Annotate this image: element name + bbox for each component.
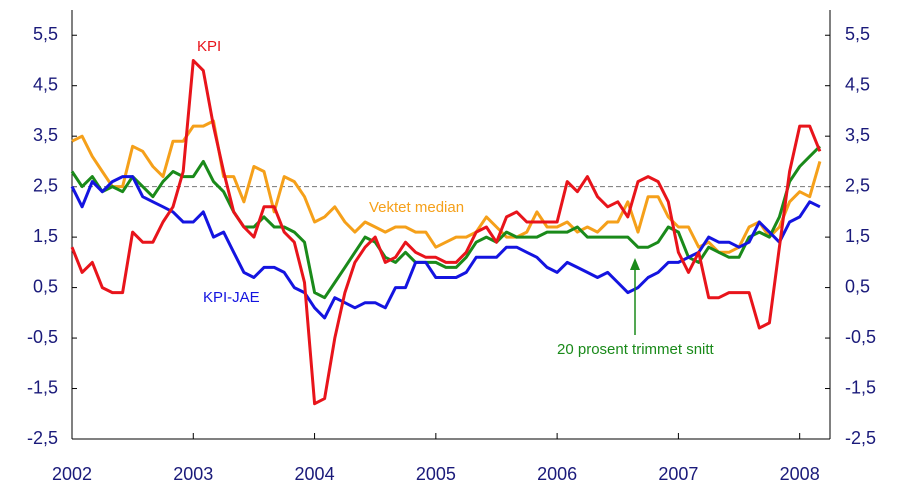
y2-tick-label: 5,5: [845, 24, 870, 44]
y-tick-label: 2,5: [33, 175, 58, 195]
y2-tick-label: 3,5: [845, 125, 870, 145]
y-tick-label: 3,5: [33, 125, 58, 145]
y2-tick-label: -0,5: [845, 327, 876, 347]
series-line: [71, 119, 822, 254]
lines-layer: Vektet median 20 prosent trimmet snitt KPI…: [70, 38, 822, 406]
y2-tick-label: 0,5: [845, 276, 870, 296]
arrow-head: [630, 258, 640, 270]
x-tick-label: 2003: [173, 464, 213, 484]
y-tick-label: 4,5: [33, 74, 58, 94]
series-label: KPI: [197, 38, 221, 55]
series-label: KPI-JAE: [203, 289, 260, 306]
y-tick-label: -0,5: [27, 327, 58, 347]
y-tick-label: 0,5: [33, 276, 58, 296]
series-line: [70, 59, 822, 406]
series-line: [70, 175, 821, 320]
x-tick-label: 2008: [780, 464, 820, 484]
x-tick-label: 2005: [416, 464, 456, 484]
y-tick-label: 5,5: [33, 24, 58, 44]
y-tick-label: -1,5: [27, 377, 58, 397]
y2-tick-label: 1,5: [845, 226, 870, 246]
y-tick-label: 1,5: [33, 226, 58, 246]
grid-layer: -2,5 -2,5 -1,5 -1,5 -0,5 -0,5 0,5 0,5 1,5 1,5 2,5 2…: [27, 10, 876, 484]
x-tick-label: 2006: [537, 464, 577, 484]
x-tick-label: 2002: [52, 464, 92, 484]
series-label: 20 prosent trimmet snitt: [557, 341, 715, 358]
y2-tick-label: -1,5: [845, 377, 876, 397]
x-tick-label: 2004: [295, 464, 335, 484]
y2-tick-label: 2,5: [845, 175, 870, 195]
y-tick-label: -2,5: [27, 428, 58, 448]
x-tick-label: 2007: [658, 464, 698, 484]
series-label: Vektet median: [369, 199, 464, 216]
y2-tick-label: 4,5: [845, 74, 870, 94]
y2-tick-label: -2,5: [845, 428, 876, 448]
